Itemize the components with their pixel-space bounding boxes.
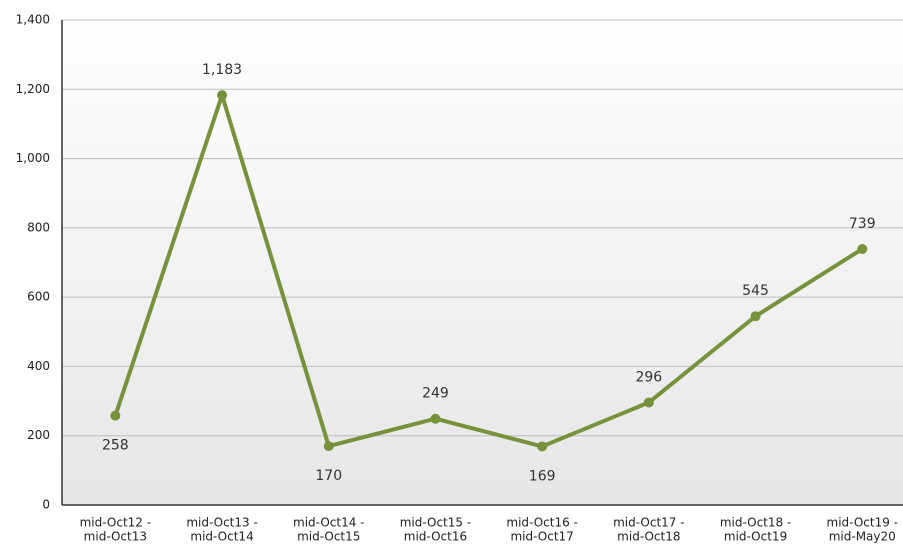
- y-tick-label: 1,000: [16, 151, 50, 165]
- y-tick-label: 0: [42, 498, 50, 512]
- plot-area: [62, 20, 903, 505]
- x-tick-label: mid-Oct15 -: [400, 516, 471, 530]
- value-label: 170: [315, 468, 342, 484]
- point: [430, 413, 441, 424]
- point: [857, 243, 868, 254]
- point: [537, 441, 548, 452]
- x-tick-label: mid-Oct19: [724, 530, 787, 544]
- y-tick-label: 400: [27, 359, 50, 373]
- value-label: 169: [529, 468, 556, 484]
- y-tick-label: 200: [27, 428, 50, 442]
- point: [643, 397, 654, 408]
- x-tick-label: mid-Oct14 -: [293, 516, 364, 530]
- x-tick-label: mid-Oct12 -: [80, 516, 151, 530]
- point: [750, 311, 761, 322]
- x-tick-label: mid-Oct17: [510, 530, 573, 544]
- x-tick-label: mid-Oct18 -: [720, 516, 791, 530]
- x-tick-label: mid-Oct19 -: [827, 516, 898, 530]
- value-label: 545: [742, 283, 769, 299]
- value-label: 1,183: [202, 62, 242, 78]
- point: [110, 410, 121, 421]
- point: [323, 441, 334, 452]
- x-tick-label: mid-May20: [829, 530, 896, 544]
- value-label: 296: [635, 369, 662, 385]
- x-tick-label: mid-Oct13 -: [186, 516, 257, 530]
- value-label: 258: [102, 438, 129, 454]
- x-tick-label: mid-Oct16: [404, 530, 467, 544]
- point: [217, 90, 228, 101]
- y-tick-label: 800: [27, 220, 50, 234]
- y-tick-label: 1,400: [16, 13, 50, 27]
- x-tick-label: mid-Oct13: [84, 530, 147, 544]
- x-tick-label: mid-Oct18: [617, 530, 680, 544]
- value-label: 739: [849, 216, 876, 232]
- x-tick-label: mid-Oct14: [190, 530, 253, 544]
- x-tick-label: mid-Oct16 -: [506, 516, 577, 530]
- x-tick-label: mid-Oct15: [297, 530, 360, 544]
- value-label: 249: [422, 386, 449, 402]
- line: [113, 93, 864, 449]
- y-tick-label: 600: [27, 290, 50, 304]
- y-tick-label: 1,200: [16, 82, 50, 96]
- x-tick-label: mid-Oct17 -: [613, 516, 684, 530]
